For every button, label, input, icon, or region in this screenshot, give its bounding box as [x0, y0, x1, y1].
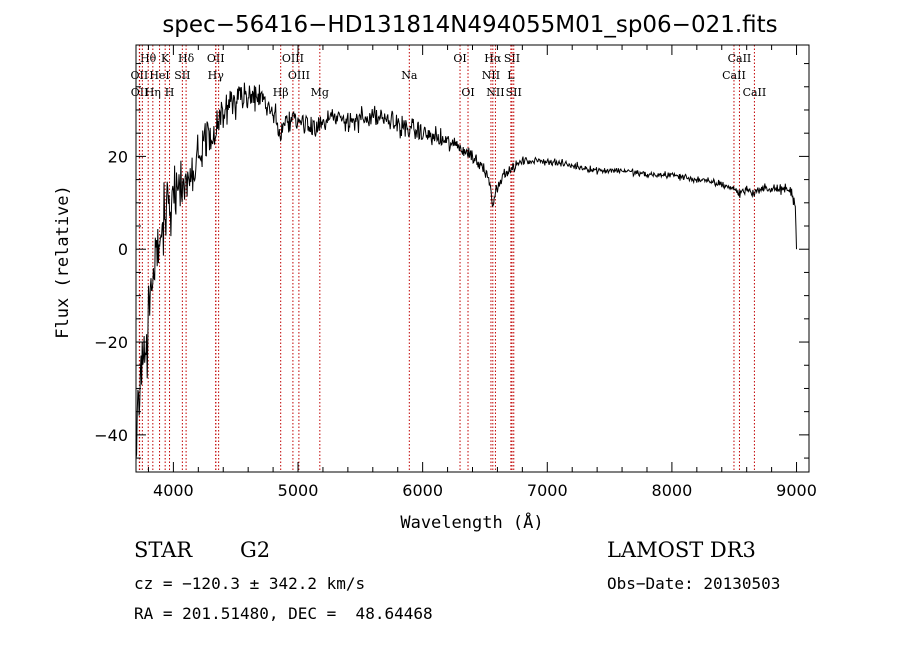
line-marker-label: NII [486, 86, 504, 99]
line-marker-label: NII [482, 69, 500, 82]
x-tick-label: 9000 [776, 481, 817, 500]
line-marker-label: Na [401, 69, 418, 82]
line-marker-label: Hα [484, 52, 502, 65]
line-marker-group: Hθ K Hδ OII OIIINaOIOIHαNIINIISIISIICaIICaII… [131, 45, 767, 472]
x-tick-label: 6000 [402, 481, 443, 500]
line-marker-label: Hδ [178, 52, 195, 65]
line-marker-label: SII [174, 69, 190, 82]
redshift-text: cz = −120.3 ± 342.2 km/s [134, 574, 366, 593]
line-marker-label: Mg [311, 86, 329, 99]
obs-date-text: Obs−Date: 20130503 [607, 574, 781, 593]
y-tick-label: 20 [108, 147, 128, 166]
line-marker-label: H [165, 86, 175, 99]
line-marker-label: OII [207, 52, 225, 65]
x-tick-label: 5000 [278, 481, 319, 500]
coordinates-text: RA = 201.51480, DEC = 48.64468 [134, 604, 433, 623]
line-marker-label: CaII [728, 52, 752, 65]
line-marker-label: OII [131, 69, 149, 82]
plot-frame [135, 44, 810, 473]
line-marker-label: OII [131, 86, 149, 99]
y-axis: −40 −20 0 20 [94, 63, 809, 459]
object-subclass: G2 [240, 538, 271, 562]
line-marker-label: L [507, 69, 515, 82]
line-marker-label: OI [461, 86, 474, 99]
x-axis-label: Wavelength (Å) [400, 511, 543, 533]
x-tick-label: 8000 [652, 481, 693, 500]
spectrum-line [135, 82, 797, 459]
line-marker-label: OIII [282, 52, 304, 65]
line-marker-label: Hγ [208, 69, 225, 82]
line-marker-label: SII [506, 86, 522, 99]
line-marker-label: CaII [722, 69, 746, 82]
y-tick-label: −40 [94, 426, 128, 445]
line-marker-label: Hθ [140, 52, 157, 65]
spectrum-group [135, 82, 797, 459]
x-axis: 4000 5000 6000 7000 8000 9000 [147, 45, 817, 500]
line-marker-label: CaII [743, 86, 767, 99]
y-tick-label: −20 [94, 333, 128, 352]
line-marker-label: SII [504, 52, 520, 65]
y-tick-label: 0 [118, 240, 128, 259]
object-class: STAR [134, 538, 193, 562]
x-tick-label: 7000 [527, 481, 568, 500]
y-axis-label: Flux (relative) [53, 185, 73, 339]
line-marker-label: OIII [288, 69, 310, 82]
chart-title: spec−56416−HD131814N494055M01_sp06−021.f… [162, 12, 777, 38]
x-tick-label: 4000 [153, 481, 194, 500]
line-marker-label: HeI [149, 69, 169, 82]
line-marker-label: Hη [145, 86, 161, 99]
survey-name: LAMOST DR3 [607, 538, 756, 562]
line-marker-label: K [161, 52, 170, 65]
line-marker-label: Hβ [273, 86, 289, 99]
line-marker-label: OI [453, 52, 466, 65]
